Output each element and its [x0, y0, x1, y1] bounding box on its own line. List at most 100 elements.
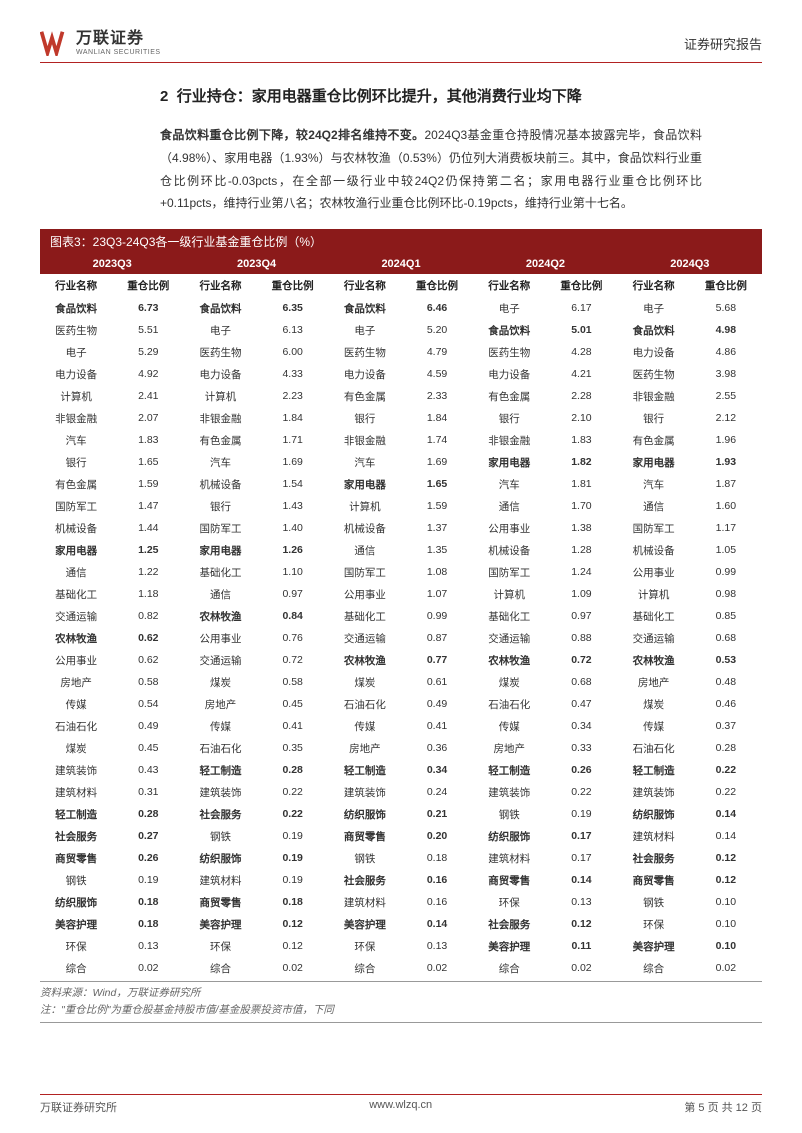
holding-ratio: 0.13 — [112, 935, 184, 957]
industry-name: 基础化工 — [40, 583, 112, 605]
industry-name: 家用电器 — [473, 451, 545, 473]
holding-ratio: 0.45 — [257, 693, 329, 715]
source-line-1: 资料来源：Wind，万联证券研究所 — [40, 985, 762, 1002]
holding-ratio: 0.26 — [545, 759, 617, 781]
industry-name: 煤炭 — [329, 671, 401, 693]
industry-name: 石油石化 — [618, 737, 690, 759]
holding-ratio: 0.82 — [112, 605, 184, 627]
holding-ratio: 2.07 — [112, 407, 184, 429]
industry-name: 电子 — [618, 297, 690, 319]
industry-name: 通信 — [618, 495, 690, 517]
holding-ratio: 4.86 — [690, 341, 762, 363]
industry-name: 通信 — [40, 561, 112, 583]
industry-name: 钢铁 — [40, 869, 112, 891]
industry-name: 农林牧渔 — [618, 649, 690, 671]
holding-ratio: 0.13 — [401, 935, 473, 957]
industry-name: 计算机 — [184, 385, 256, 407]
holding-ratio: 1.10 — [257, 561, 329, 583]
holding-ratio: 4.79 — [401, 341, 473, 363]
industry-name: 美容护理 — [618, 935, 690, 957]
industry-name: 社会服务 — [473, 913, 545, 935]
holding-ratio: 0.22 — [690, 759, 762, 781]
holding-ratio: 2.10 — [545, 407, 617, 429]
holding-ratio: 0.17 — [545, 847, 617, 869]
holding-ratio: 4.21 — [545, 363, 617, 385]
industry-name: 通信 — [184, 583, 256, 605]
holding-ratio: 0.18 — [112, 891, 184, 913]
holding-ratio: 4.33 — [257, 363, 329, 385]
holding-ratio: 1.81 — [545, 473, 617, 495]
col-header-name: 行业名称 — [184, 274, 256, 297]
logo-en-text: WANLIAN SECURITIES — [76, 49, 161, 56]
col-header-name: 行业名称 — [40, 274, 112, 297]
industry-name: 计算机 — [40, 385, 112, 407]
industry-name: 传媒 — [329, 715, 401, 737]
holding-ratio: 0.19 — [257, 847, 329, 869]
logo-cn-text: 万联证券 — [76, 31, 161, 47]
holding-ratio: 1.26 — [257, 539, 329, 561]
table-row: 传媒0.54房地产0.45石油石化0.49石油石化0.47煤炭0.46 — [40, 693, 762, 715]
industry-name: 食品饮料 — [40, 297, 112, 319]
holding-ratio: 0.02 — [690, 957, 762, 979]
col-header-ratio: 重仓比例 — [112, 274, 184, 297]
holding-ratio: 1.83 — [112, 429, 184, 451]
holding-ratio: 0.61 — [401, 671, 473, 693]
holding-ratio: 1.38 — [545, 517, 617, 539]
industry-name: 电力设备 — [40, 363, 112, 385]
holding-ratio: 3.98 — [690, 363, 762, 385]
table-row: 基础化工1.18通信0.97公用事业1.07计算机1.09计算机0.98 — [40, 583, 762, 605]
chart-title: 图表3：23Q3-24Q3各一级行业基金重仓比例（%） — [40, 229, 762, 254]
holding-ratio: 0.11 — [545, 935, 617, 957]
report-type: 证券研究报告 — [684, 34, 762, 53]
holding-ratio: 1.08 — [401, 561, 473, 583]
holding-ratio: 0.58 — [112, 671, 184, 693]
holding-ratio: 1.96 — [690, 429, 762, 451]
industry-name: 银行 — [329, 407, 401, 429]
industry-name: 商贸零售 — [329, 825, 401, 847]
holding-ratio: 0.14 — [545, 869, 617, 891]
industry-name: 银行 — [184, 495, 256, 517]
table-row: 社会服务0.27钢铁0.19商贸零售0.20纺织服饰0.17建筑材料0.14 — [40, 825, 762, 847]
industry-name: 医药生物 — [329, 341, 401, 363]
holding-ratio: 0.10 — [690, 891, 762, 913]
holding-ratio: 1.83 — [545, 429, 617, 451]
holding-ratio: 0.14 — [690, 803, 762, 825]
industry-name: 公用事业 — [473, 517, 545, 539]
holding-ratio: 1.69 — [257, 451, 329, 473]
holdings-table: 行业名称重仓比例行业名称重仓比例行业名称重仓比例行业名称重仓比例行业名称重仓比例… — [40, 274, 762, 979]
holding-ratio: 0.02 — [257, 957, 329, 979]
industry-name: 交通运输 — [329, 627, 401, 649]
industry-name: 有色金属 — [40, 473, 112, 495]
holding-ratio: 6.46 — [401, 297, 473, 319]
industry-name: 石油石化 — [40, 715, 112, 737]
industry-name: 煤炭 — [40, 737, 112, 759]
industry-name: 煤炭 — [473, 671, 545, 693]
industry-name: 建筑装饰 — [618, 781, 690, 803]
industry-name: 公用事业 — [329, 583, 401, 605]
holding-ratio: 0.85 — [690, 605, 762, 627]
industry-name: 环保 — [40, 935, 112, 957]
holding-ratio: 0.13 — [545, 891, 617, 913]
holding-ratio: 1.74 — [401, 429, 473, 451]
holding-ratio: 5.29 — [112, 341, 184, 363]
industry-name: 纺织服饰 — [473, 825, 545, 847]
industry-name: 石油石化 — [473, 693, 545, 715]
industry-name: 石油石化 — [184, 737, 256, 759]
industry-name: 汽车 — [184, 451, 256, 473]
holding-ratio: 0.54 — [112, 693, 184, 715]
industry-name: 建筑材料 — [618, 825, 690, 847]
holding-ratio: 1.37 — [401, 517, 473, 539]
footer-right: 第 5 页 共 12 页 — [684, 1099, 762, 1115]
industry-name: 银行 — [40, 451, 112, 473]
industry-name: 家用电器 — [618, 451, 690, 473]
lead-bold: 食品饮料重仓比例下降，较24Q2排名维持不变。 — [160, 128, 425, 142]
holding-ratio: 0.10 — [690, 935, 762, 957]
table-row: 综合0.02综合0.02综合0.02综合0.02综合0.02 — [40, 957, 762, 979]
industry-name: 电力设备 — [473, 363, 545, 385]
industry-name: 国防军工 — [184, 517, 256, 539]
holding-ratio: 1.47 — [112, 495, 184, 517]
holding-ratio: 1.69 — [401, 451, 473, 473]
industry-name: 计算机 — [329, 495, 401, 517]
industry-name: 电子 — [473, 297, 545, 319]
industry-name: 煤炭 — [184, 671, 256, 693]
